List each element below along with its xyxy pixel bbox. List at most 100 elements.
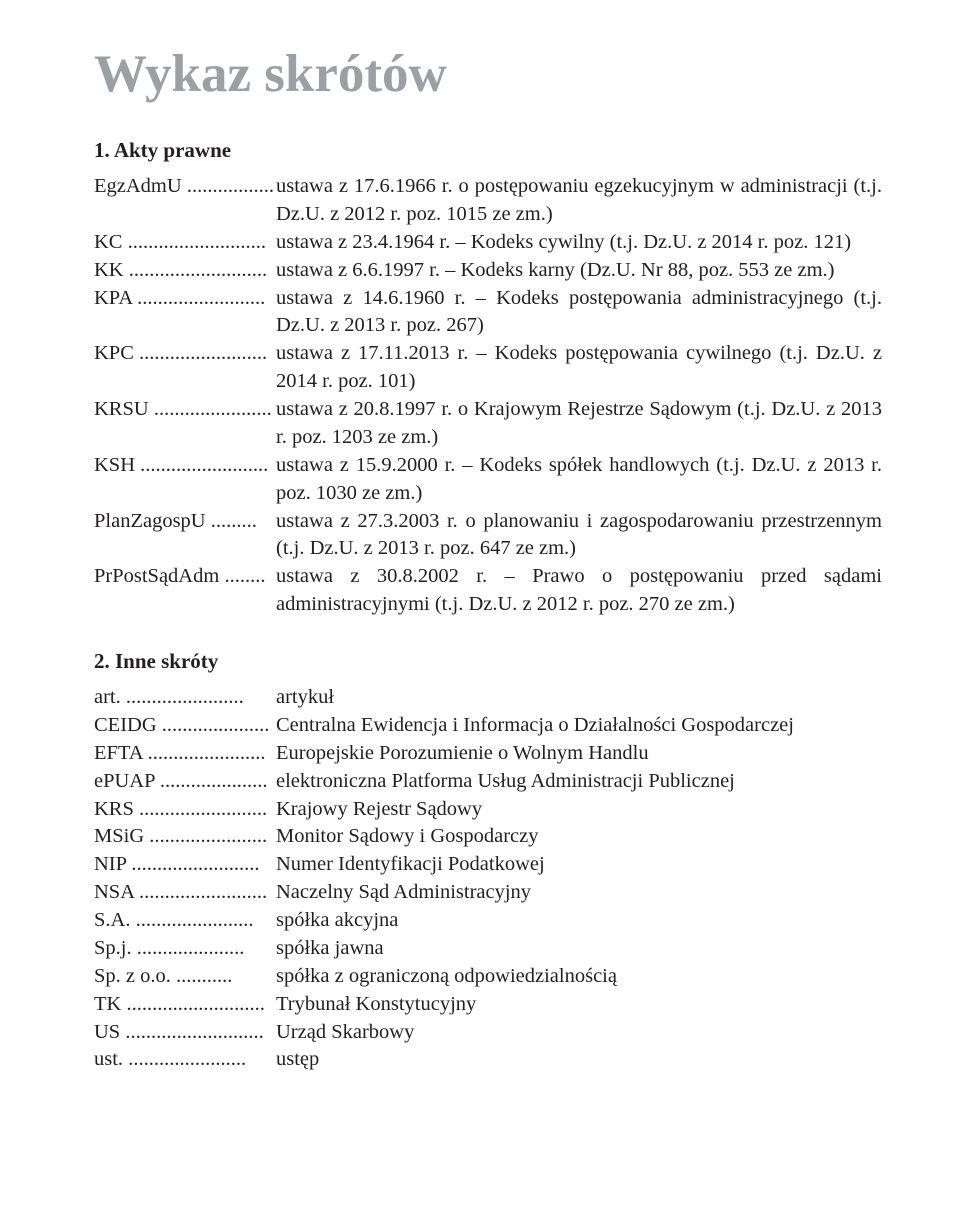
definition: ustawa z 6.6.1997 r. – Kodeks karny (Dz.… xyxy=(276,257,882,285)
definition: Urząd Skarbowy xyxy=(276,1019,882,1047)
dot-leader: ........................... xyxy=(122,231,266,253)
abbreviation: KRS xyxy=(94,798,134,820)
abbr-entry: art. ....................... artykuł xyxy=(94,684,882,712)
abbreviation: ePUAP xyxy=(94,770,155,792)
definition: ustawa z 23.4.1964 r. – Kodeks cywilny (… xyxy=(276,229,882,257)
abbreviation: CEIDG xyxy=(94,714,157,736)
abbr-column: TK ........................... xyxy=(94,991,276,1019)
dot-leader: ......................... xyxy=(134,881,267,903)
abbr-entry: KK ........................... ustawa z … xyxy=(94,257,882,285)
definition: Monitor Sądowy i Gospodarczy xyxy=(276,823,882,851)
dot-leader: ..................... xyxy=(132,937,245,959)
abbr-entry: KPA ......................... ustawa z 1… xyxy=(94,285,882,341)
abbr-column: ust. ....................... xyxy=(94,1046,276,1074)
definition: spółka jawna xyxy=(276,935,882,963)
definition: Naczelny Sąd Administracyjny xyxy=(276,879,882,907)
dot-leader: ........................... xyxy=(120,1021,264,1043)
dot-leader: ......................... xyxy=(134,798,267,820)
abbr-column: Sp. z o.o. ........... xyxy=(94,963,276,991)
dot-leader: ................. xyxy=(182,175,274,197)
abbr-column: KRS ......................... xyxy=(94,796,276,824)
dot-leader: ......................... xyxy=(126,853,259,875)
abbr-entry: KSH ......................... ustawa z 1… xyxy=(94,452,882,508)
abbr-entry: S.A. ....................... spółka akcy… xyxy=(94,907,882,935)
definition: Europejskie Porozumienie o Wolnym Handlu xyxy=(276,740,882,768)
abbreviation: ust. xyxy=(94,1048,123,1070)
abbr-entry: PrPostSądAdm ........ ustawa z 30.8.2002… xyxy=(94,563,882,619)
abbreviation: EFTA xyxy=(94,742,142,764)
abbr-column: PrPostSądAdm ........ xyxy=(94,563,276,591)
dot-leader: ....................... xyxy=(121,686,244,708)
abbreviation: US xyxy=(94,1021,120,1043)
abbr-column: KC ........................... xyxy=(94,229,276,257)
definition: ustawa z 27.3.2003 r. o planowaniu i zag… xyxy=(276,508,882,564)
dot-leader: ..................... xyxy=(157,714,270,736)
definition: spółka z ograniczoną odpowiedzialnością xyxy=(276,963,882,991)
abbr-column: Sp.j. ..................... xyxy=(94,935,276,963)
abbreviation: KSH xyxy=(94,454,135,476)
abbr-column: KPC ......................... xyxy=(94,340,276,368)
abbr-column: EFTA ....................... xyxy=(94,740,276,768)
abbr-column: PlanZagospU ......... xyxy=(94,508,276,536)
abbr-entry: KRSU ....................... ustawa z 20… xyxy=(94,396,882,452)
abbreviation: MSiG xyxy=(94,825,144,847)
dot-leader: ........... xyxy=(171,965,233,987)
entries-section-2: art. ....................... artykułCEID… xyxy=(94,684,882,1074)
abbr-entry: TK ........................... Trybunał … xyxy=(94,991,882,1019)
abbreviation: KK xyxy=(94,259,124,281)
entries-section-1: EgzAdmU ................. ustawa z 17.6.… xyxy=(94,173,882,619)
abbr-entry: KC ........................... ustawa z … xyxy=(94,229,882,257)
definition: Trybunał Konstytucyjny xyxy=(276,991,882,1019)
definition: ustawa z 17.11.2013 r. – Kodeks postępow… xyxy=(276,340,882,396)
abbreviation: Sp.j. xyxy=(94,937,132,959)
abbr-entry: NSA ......................... Naczelny S… xyxy=(94,879,882,907)
definition: Numer Identyfikacji Podatkowej xyxy=(276,851,882,879)
section-heading-1: 1. Akty prawne xyxy=(94,138,882,163)
definition: Centralna Ewidencja i Informacja o Dział… xyxy=(276,712,882,740)
abbreviation: PrPostSądAdm xyxy=(94,565,219,587)
dot-leader: ........................... xyxy=(121,993,265,1015)
definition: elektroniczna Platforma Usług Administra… xyxy=(276,768,882,796)
abbr-entry: ePUAP ..................... elektroniczn… xyxy=(94,768,882,796)
abbreviation: KPA xyxy=(94,287,132,309)
abbr-entry: Sp.j. ..................... spółka jawna xyxy=(94,935,882,963)
dot-leader: ..................... xyxy=(155,770,268,792)
definition: ustawa z 17.6.1966 r. o postępowaniu egz… xyxy=(276,173,882,229)
abbr-column: CEIDG ..................... xyxy=(94,712,276,740)
abbr-column: EgzAdmU ................. xyxy=(94,173,276,201)
definition: spółka akcyjna xyxy=(276,907,882,935)
abbr-column: S.A. ....................... xyxy=(94,907,276,935)
abbreviation: KRSU xyxy=(94,398,149,420)
abbr-entry: PlanZagospU ......... ustawa z 27.3.2003… xyxy=(94,508,882,564)
abbr-entry: KPC ......................... ustawa z 1… xyxy=(94,340,882,396)
dot-leader: ......... xyxy=(206,510,257,532)
abbr-entry: EFTA ....................... Europejskie… xyxy=(94,740,882,768)
abbr-column: NSA ......................... xyxy=(94,879,276,907)
section-heading-2: 2. Inne skróty xyxy=(94,649,882,674)
abbr-column: ePUAP ..................... xyxy=(94,768,276,796)
dot-leader: ....................... xyxy=(144,825,267,847)
abbreviation: PlanZagospU xyxy=(94,510,206,532)
abbr-column: art. ....................... xyxy=(94,684,276,712)
abbreviation: TK xyxy=(94,993,121,1015)
page: Wykaz skrótów 1. Akty prawne EgzAdmU ...… xyxy=(0,0,960,1230)
abbreviation: S.A. xyxy=(94,909,130,931)
abbr-column: KK ........................... xyxy=(94,257,276,285)
abbr-entry: MSiG ....................... Monitor Sąd… xyxy=(94,823,882,851)
dot-leader: ....................... xyxy=(123,1048,246,1070)
abbreviation: KC xyxy=(94,231,122,253)
abbr-entry: NIP ......................... Numer Iden… xyxy=(94,851,882,879)
abbreviation: art. xyxy=(94,686,121,708)
dot-leader: ......................... xyxy=(132,287,265,309)
definition: ustawa z 30.8.2002 r. – Prawo o postępow… xyxy=(276,563,882,619)
dot-leader: ........ xyxy=(219,565,265,587)
abbr-entry: Sp. z o.o. ........... spółka z ogranicz… xyxy=(94,963,882,991)
definition: ustawa z 15.9.2000 r. – Kodeks spółek ha… xyxy=(276,452,882,508)
abbr-column: NIP ......................... xyxy=(94,851,276,879)
definition: ustęp xyxy=(276,1046,882,1074)
dot-leader: ......................... xyxy=(134,342,267,364)
abbreviation: NSA xyxy=(94,881,134,903)
dot-leader: ....................... xyxy=(149,398,272,420)
abbr-column: US ........................... xyxy=(94,1019,276,1047)
abbr-entry: KRS ......................... Krajowy Re… xyxy=(94,796,882,824)
